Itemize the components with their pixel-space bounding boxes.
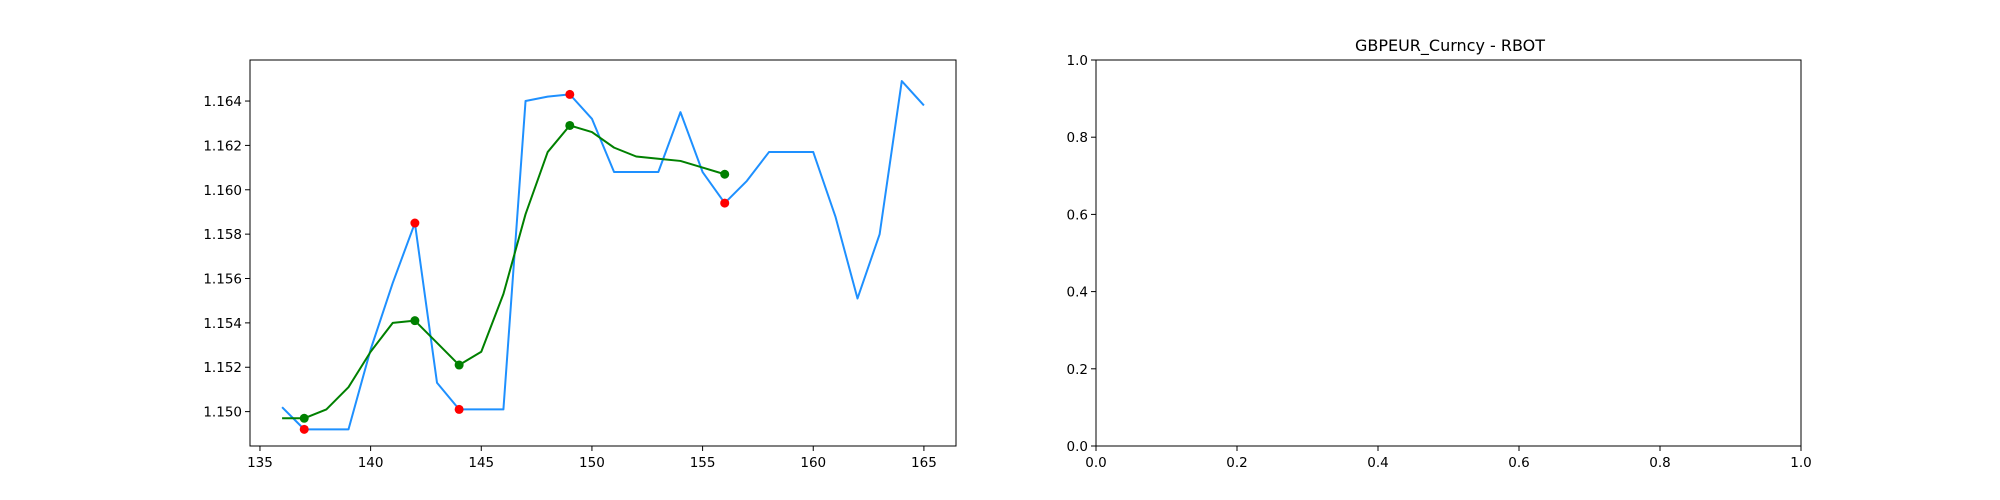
scatter-point-3-0 bbox=[299, 413, 309, 423]
scatter-point-2-0 bbox=[299, 424, 309, 434]
scatter-point-2-2 bbox=[454, 404, 464, 414]
right-y-axis: 0.0 0.2 0.4 0.6 0.8 1.0 bbox=[1067, 53, 1096, 455]
right-chart-title: GBPEUR_Curncy - RBOT bbox=[1355, 36, 1545, 56]
scatter-point-2-1 bbox=[410, 218, 420, 228]
series-line-0 bbox=[281, 80, 925, 431]
y-tick-label: 0.2 bbox=[1067, 362, 1088, 378]
scatter-point-3-3 bbox=[565, 120, 575, 130]
right-x-axis: 0.0 0.2 0.4 0.6 0.8 1.0 bbox=[1085, 446, 1812, 471]
left-y-axis: 1.150 1.152 1.154 1.156 1.158 1.160 1.162 1.164 bbox=[203, 94, 250, 421]
y-tick-label: 0.4 bbox=[1067, 285, 1088, 301]
x-tick-label: 165 bbox=[911, 455, 937, 471]
scatter-point-2-4 bbox=[720, 198, 730, 208]
x-tick-label: 0.4 bbox=[1367, 455, 1388, 471]
y-tick-label: 1.154 bbox=[203, 316, 242, 332]
x-tick-label: 135 bbox=[247, 455, 273, 471]
y-tick-label: 1.152 bbox=[203, 360, 242, 376]
series-line-1 bbox=[282, 124, 726, 420]
right-subplot: GBPEUR_Curncy - RBOT 0.0 0.2 0.4 0.6 0.8 1.0 … bbox=[1067, 36, 1812, 471]
y-tick-label: 1.150 bbox=[203, 405, 242, 421]
y-tick-label: 1.162 bbox=[203, 138, 242, 154]
scatter-point-2-3 bbox=[565, 89, 575, 99]
x-tick-label: 0.0 bbox=[1085, 455, 1106, 471]
scatter-point-3-1 bbox=[410, 316, 420, 326]
left-x-axis: 135 140 145 150 155 160 165 bbox=[247, 446, 937, 471]
x-tick-label: 0.2 bbox=[1226, 455, 1247, 471]
y-tick-label: 0.8 bbox=[1067, 130, 1088, 146]
y-tick-label: 1.156 bbox=[203, 272, 242, 288]
x-tick-label: 140 bbox=[358, 455, 384, 471]
x-tick-label: 145 bbox=[468, 455, 494, 471]
y-tick-label: 1.158 bbox=[203, 227, 242, 243]
scatter-point-3-4 bbox=[720, 169, 730, 179]
x-tick-label: 0.6 bbox=[1508, 455, 1529, 471]
y-tick-label: 0.0 bbox=[1067, 439, 1088, 455]
left-subplot: 135 140 145 150 155 160 165 1.1501.1521.1541.1… bbox=[203, 59, 957, 471]
y-tick-label: 1.164 bbox=[203, 94, 242, 110]
x-tick-label: 1.0 bbox=[1790, 455, 1811, 471]
y-tick-label: 1.160 bbox=[203, 183, 242, 199]
x-tick-label: 160 bbox=[800, 455, 826, 471]
y-tick-label: 0.6 bbox=[1067, 207, 1088, 223]
x-tick-label: 0.8 bbox=[1649, 455, 1670, 471]
left-plot-area bbox=[281, 80, 925, 434]
right-axes-frame bbox=[1095, 59, 1802, 447]
x-tick-label: 155 bbox=[690, 455, 716, 471]
y-tick-label: 1.0 bbox=[1067, 53, 1088, 69]
left-axes-frame bbox=[249, 59, 957, 447]
x-tick-label: 150 bbox=[579, 455, 605, 471]
scatter-point-3-2 bbox=[454, 360, 464, 370]
